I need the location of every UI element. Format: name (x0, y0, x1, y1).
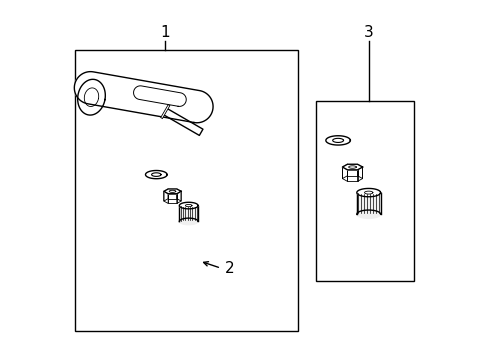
Bar (316, 101, 413, 281)
Polygon shape (163, 192, 168, 203)
Polygon shape (78, 79, 105, 115)
Polygon shape (163, 108, 203, 135)
Polygon shape (168, 194, 177, 203)
Polygon shape (342, 164, 347, 179)
Polygon shape (163, 189, 168, 201)
Polygon shape (163, 189, 181, 194)
Polygon shape (151, 173, 161, 176)
Polygon shape (356, 188, 380, 214)
Polygon shape (356, 193, 380, 219)
Polygon shape (168, 189, 177, 199)
Polygon shape (179, 202, 198, 209)
Polygon shape (179, 202, 198, 221)
Polygon shape (177, 189, 181, 201)
Polygon shape (74, 72, 213, 123)
Polygon shape (347, 164, 357, 176)
Polygon shape (342, 167, 347, 181)
Bar (75, 50, 298, 331)
Polygon shape (145, 171, 167, 179)
Text: 3: 3 (363, 25, 373, 40)
Polygon shape (347, 170, 357, 181)
Polygon shape (357, 164, 362, 179)
Polygon shape (325, 136, 349, 145)
Polygon shape (179, 206, 198, 225)
Text: 2: 2 (224, 261, 234, 276)
Polygon shape (357, 167, 362, 181)
Polygon shape (342, 164, 362, 170)
Polygon shape (133, 86, 186, 107)
Polygon shape (332, 138, 343, 143)
Polygon shape (356, 188, 380, 197)
Text: 1: 1 (160, 25, 170, 40)
Polygon shape (177, 192, 181, 203)
